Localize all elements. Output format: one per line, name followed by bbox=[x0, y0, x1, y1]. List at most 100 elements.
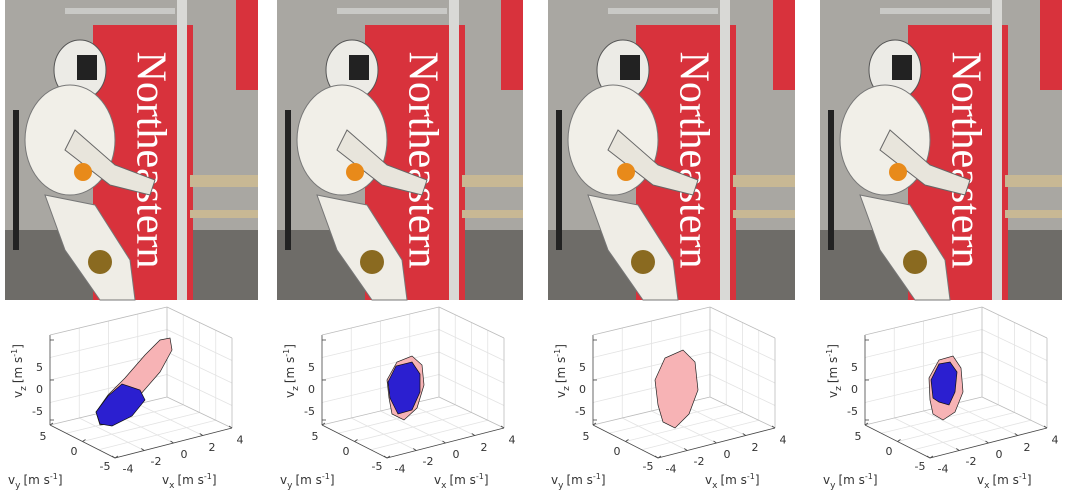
robot-arm bbox=[64, 129, 156, 196]
label-end: ] bbox=[58, 473, 63, 487]
label-subscript: z bbox=[834, 386, 844, 391]
robot-joint bbox=[617, 163, 635, 181]
y-tick-label: -5 bbox=[100, 460, 111, 473]
ellipsoid-inner bbox=[95, 383, 146, 427]
axis-edge bbox=[321, 396, 440, 426]
robot-cable bbox=[13, 110, 19, 250]
grid-line bbox=[166, 351, 233, 384]
x-tick bbox=[199, 433, 203, 436]
x-tick-label: -2 bbox=[694, 455, 705, 468]
robot-visor bbox=[892, 55, 912, 80]
x-tick bbox=[442, 440, 446, 444]
z-tick-label: 5 bbox=[579, 361, 586, 374]
x-tick bbox=[985, 440, 989, 444]
x-tick-label: 4 bbox=[509, 434, 516, 447]
x-tick-label: 0 bbox=[996, 448, 1003, 461]
axis-edge bbox=[49, 306, 168, 336]
axis-edge bbox=[981, 306, 1048, 339]
frame-top bbox=[65, 8, 175, 14]
y-axis-label: vy [m s-1] bbox=[823, 472, 878, 491]
photo: Northeastern bbox=[5, 0, 258, 301]
y-axis-label: vy [m s-1] bbox=[280, 472, 335, 491]
label-unit: [m s bbox=[449, 473, 475, 487]
z-tick-label: 0 bbox=[36, 383, 43, 396]
x-tick bbox=[926, 455, 931, 459]
frame-top bbox=[337, 8, 447, 14]
label-symbol: v bbox=[11, 391, 25, 398]
label-superscript: -1 bbox=[322, 472, 330, 481]
y-tick-label: 0 bbox=[614, 445, 621, 458]
pole bbox=[992, 0, 1002, 300]
shelf-2 bbox=[462, 210, 523, 218]
y-tick bbox=[321, 422, 326, 426]
x-tick-label: 2 bbox=[1024, 441, 1031, 454]
y-tick-label: 5 bbox=[40, 430, 47, 443]
photo: Northeastern bbox=[548, 0, 795, 301]
grid-line bbox=[370, 419, 488, 451]
robot-joint bbox=[889, 163, 907, 181]
y-tick bbox=[625, 439, 629, 442]
x-tick bbox=[383, 455, 388, 459]
robot-leg bbox=[587, 194, 679, 301]
label-unit: [m s bbox=[720, 473, 746, 487]
label-subscript: z bbox=[19, 386, 29, 391]
x-tick bbox=[111, 455, 116, 459]
photo: Northeastern bbox=[277, 0, 523, 301]
label-symbol: v bbox=[8, 473, 15, 487]
banner-right bbox=[1040, 0, 1062, 90]
grid-line bbox=[98, 419, 216, 451]
label-end: ] bbox=[330, 473, 335, 487]
robot-arm bbox=[336, 129, 428, 196]
robot-knee bbox=[88, 250, 112, 274]
x-axis-label: vx [m s-1] bbox=[977, 472, 1032, 491]
pole bbox=[720, 0, 730, 300]
robot-leg bbox=[859, 194, 951, 301]
label-subscript: x bbox=[441, 481, 447, 491]
axis-edge bbox=[981, 396, 1048, 429]
label-end: ] bbox=[755, 473, 760, 487]
x-axis-label: vx [m s-1] bbox=[705, 472, 760, 491]
z-axis-label: vz [m s-1] bbox=[10, 344, 29, 398]
grid-line bbox=[380, 410, 446, 444]
robot-joint bbox=[346, 163, 364, 181]
grid-line bbox=[923, 410, 989, 444]
x-tick-label: -4 bbox=[395, 462, 406, 475]
y-tick-label: -5 bbox=[372, 460, 383, 473]
y-axis-label: vy [m s-1] bbox=[8, 472, 63, 491]
robot-visor bbox=[77, 55, 97, 80]
x-tick-label: 0 bbox=[453, 448, 460, 461]
x-tick-label: -2 bbox=[151, 455, 162, 468]
z-tick-label: -5 bbox=[304, 405, 315, 418]
x-tick bbox=[170, 440, 174, 444]
x-tick-label: 0 bbox=[181, 448, 188, 461]
label-end: ] bbox=[1027, 473, 1032, 487]
label-symbol: v bbox=[551, 473, 558, 487]
banner-text: Northeastern bbox=[399, 52, 445, 269]
x-tick-label: 2 bbox=[209, 441, 216, 454]
x-tick-label: -4 bbox=[666, 462, 677, 475]
label-symbol: v bbox=[162, 473, 169, 487]
label-superscript: -1 bbox=[593, 472, 601, 481]
z-axis-label: vz [m s-1] bbox=[553, 344, 572, 398]
label-superscript: -1 bbox=[865, 472, 873, 481]
grid-line bbox=[913, 419, 1031, 451]
y-tick bbox=[897, 439, 901, 442]
label-symbol: v bbox=[823, 473, 830, 487]
shelf bbox=[190, 175, 258, 187]
banner-text: Northeastern bbox=[127, 52, 173, 269]
label-subscript: x bbox=[712, 481, 718, 491]
x-tick bbox=[713, 440, 717, 444]
robot-knee bbox=[360, 250, 384, 274]
robot-knee bbox=[903, 250, 927, 274]
y-tick-label: -5 bbox=[915, 460, 926, 473]
label-end: ] bbox=[484, 473, 489, 487]
ellipsoid-outer bbox=[654, 349, 699, 429]
label-end: ] bbox=[11, 344, 25, 349]
label-end: ] bbox=[283, 344, 297, 349]
y-tick bbox=[386, 455, 391, 459]
label-subscript: z bbox=[291, 386, 301, 391]
z-tick-label: 5 bbox=[308, 361, 315, 374]
